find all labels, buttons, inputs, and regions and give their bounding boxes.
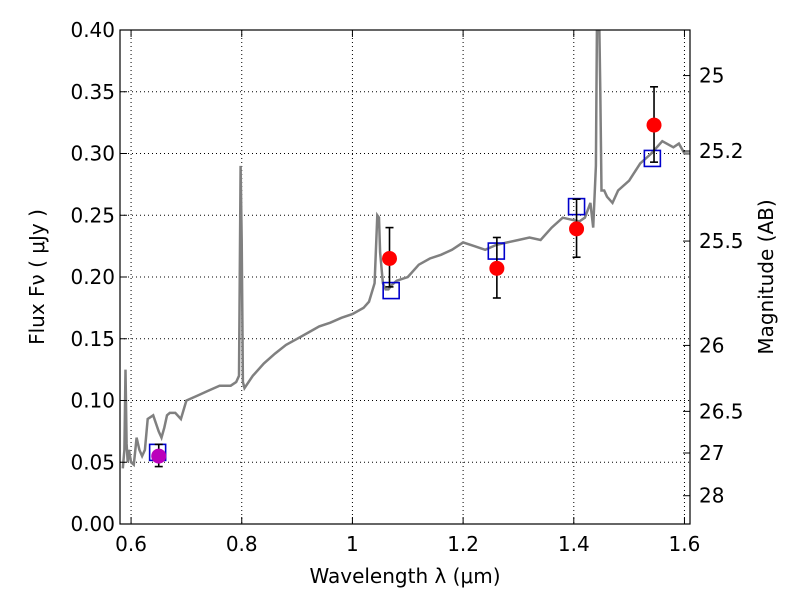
y-tick-label-6: 0.30: [70, 142, 115, 166]
mag-tick-label-5: 27: [699, 441, 724, 465]
model-spectrum-line: [121, 30, 690, 469]
y-tick-label-5: 0.25: [70, 203, 115, 227]
measurement-point-3: [569, 221, 585, 237]
y-axis-ticks: 0.00 0.05 0.10 0.15 0.20 0.25 0.30 0.35 0.40: [70, 18, 127, 536]
y-tick-label-8: 0.40: [70, 18, 115, 42]
model-photometry-square-1: [382, 281, 400, 300]
mag-tick-label-4: 26.5: [699, 399, 744, 423]
mag-tick-label-1: 25.2: [699, 139, 744, 163]
y-tick-label-4: 0.20: [70, 265, 115, 289]
model-photometry-square-4: [643, 149, 662, 168]
x-tick-label-0: 0.6: [115, 532, 147, 556]
y-tick-label-1: 0.05: [70, 450, 115, 474]
mag-tick-label-2: 25.5: [699, 229, 744, 253]
y-tick-label-7: 0.35: [70, 80, 115, 104]
y-tick-label-0: 0.00: [70, 512, 115, 536]
magnitude-axis-label: Magnitude (AB): [754, 199, 778, 354]
mag-tick-label-3: 26: [699, 333, 724, 357]
x-axis-ticks: 0.6 0.8 1 1.2 1.4 1.6: [115, 30, 700, 556]
y-tick-label-3: 0.15: [70, 327, 115, 351]
x-tick-label-4: 1.4: [558, 532, 590, 556]
mag-tick-label-0: 25: [699, 64, 724, 88]
y-tick-label-2: 0.10: [70, 389, 115, 413]
magnitude-axis-ticks: 25 25.2 25.5 26 26.5 27 28: [683, 64, 744, 508]
x-tick-label-2: 1: [346, 532, 359, 556]
x-tick-label-5: 1.6: [669, 532, 701, 556]
model-photometry-layer: [148, 149, 662, 462]
measurement-layer: [151, 86, 662, 468]
measurement-point-0: [151, 448, 167, 464]
measurement-point-1: [382, 250, 398, 266]
y-axis-label: Flux Fν ( μJy ): [25, 209, 49, 345]
x-axis-label: Wavelength λ (μm): [309, 564, 500, 588]
spectrum-layer: [121, 30, 690, 469]
x-tick-label-3: 1.2: [447, 532, 479, 556]
mag-tick-label-6: 28: [699, 484, 724, 508]
measurement-point-2: [489, 260, 505, 276]
x-tick-label-1: 0.8: [226, 532, 258, 556]
measurement-point-4: [646, 117, 662, 133]
